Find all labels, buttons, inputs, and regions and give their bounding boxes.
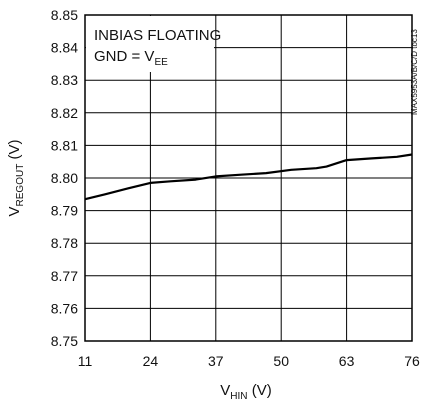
y-tick-label: 8.75 <box>51 333 78 349</box>
x-tick-label: 37 <box>208 353 224 369</box>
x-tick-label: 76 <box>404 353 420 369</box>
y-tick-label: 8.82 <box>51 105 78 121</box>
y-tick-label: 8.84 <box>51 40 78 56</box>
x-axis-title: VHIN (V) <box>220 382 271 402</box>
x-axis-title-unit: (V) <box>248 382 272 399</box>
y-tick-label: 8.81 <box>51 137 78 153</box>
x-tick-labels: 11 24 37 50 63 76 <box>78 353 420 369</box>
figure-code: MAX5953A/B/C/D toc13 <box>410 29 419 115</box>
y-axis-title-main: V <box>6 206 23 216</box>
y-tick-label: 8.80 <box>51 170 78 186</box>
annotation-line2: GND = VEE <box>94 48 168 68</box>
x-tick-label: 63 <box>339 353 355 369</box>
y-axis-title-sub: REGOUT <box>15 164 26 207</box>
annotation-line2-sub: EE <box>154 57 168 68</box>
y-tick-label: 8.78 <box>51 235 78 251</box>
y-tick-label: 8.76 <box>51 300 78 316</box>
annotation-box <box>86 16 214 72</box>
series-line-0 <box>84 153 413 201</box>
y-tick-label: 8.85 <box>51 7 78 23</box>
y-tick-label: 8.79 <box>51 203 78 219</box>
series-layer <box>84 153 413 201</box>
annotation-line2-main: GND = V <box>94 48 154 65</box>
y-axis-title: VREGOUT (V) <box>6 140 26 217</box>
y-tick-label: 8.77 <box>51 268 78 284</box>
y-axis-title-unit: (V) <box>6 140 23 164</box>
x-tick-label: 11 <box>78 353 93 369</box>
y-tick-labels: 8.75 8.76 8.77 8.78 8.79 8.80 8.81 8.82 8.83 8.84… <box>51 7 78 349</box>
x-axis-title-main: V <box>220 382 230 399</box>
plot-border <box>84 14 413 342</box>
x-tick-label: 24 <box>143 353 159 369</box>
x-tick-label: 50 <box>273 353 289 369</box>
annotation-line1: INBIAS FLOATING <box>94 27 221 44</box>
y-tick-label: 8.83 <box>51 72 78 88</box>
x-axis-title-sub: HIN <box>230 391 247 402</box>
